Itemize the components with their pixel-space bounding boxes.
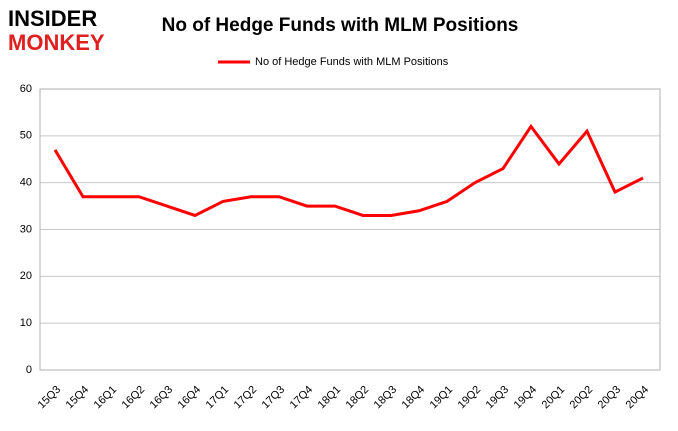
logo-top: INSIDER — [8, 6, 97, 31]
x-tick-label: 16Q2 — [120, 384, 148, 412]
x-tick-label: 18Q4 — [400, 384, 428, 412]
x-tick-label: 17Q1 — [204, 384, 232, 412]
x-tick-label: 19Q3 — [484, 384, 512, 412]
x-tick-label: 17Q3 — [260, 384, 288, 412]
x-tick-label: 15Q4 — [64, 384, 92, 412]
y-tick-label: 0 — [26, 364, 32, 376]
y-tick-label: 50 — [20, 130, 32, 142]
x-tick-label: 16Q1 — [92, 384, 120, 412]
y-tick-label: 10 — [20, 317, 32, 329]
x-tick-label: 16Q3 — [148, 384, 176, 412]
data-line — [53, 123, 644, 218]
chart-title: No of Hedge Funds with MLM Positions — [162, 15, 519, 36]
plot-border — [39, 88, 661, 371]
y-tick-label: 30 — [20, 223, 32, 235]
logo-bottom: MONKEY — [8, 30, 105, 55]
x-tick-label: 17Q2 — [232, 384, 260, 412]
x-tick-label: 19Q1 — [428, 384, 456, 412]
legend-label: No of Hedge Funds with MLM Positions — [255, 56, 449, 68]
x-tick-label: 19Q4 — [512, 384, 540, 412]
x-tick-label: 18Q1 — [316, 384, 344, 412]
x-tick-label: 20Q2 — [568, 384, 596, 412]
x-tick-label: 19Q2 — [456, 384, 484, 412]
x-tick-label: 20Q3 — [596, 384, 624, 412]
x-tick-label: 20Q1 — [540, 384, 568, 412]
x-tick-label: 18Q2 — [344, 384, 372, 412]
x-tick-label: 20Q4 — [624, 384, 652, 412]
x-tick-label: 18Q3 — [372, 384, 400, 412]
x-tick-label: 16Q4 — [176, 384, 204, 412]
x-tick-label: 17Q4 — [288, 384, 316, 412]
y-tick-label: 40 — [20, 177, 32, 189]
x-tick-label: 15Q3 — [36, 384, 64, 412]
y-tick-label: 20 — [20, 270, 32, 282]
y-tick-label: 60 — [20, 83, 32, 95]
